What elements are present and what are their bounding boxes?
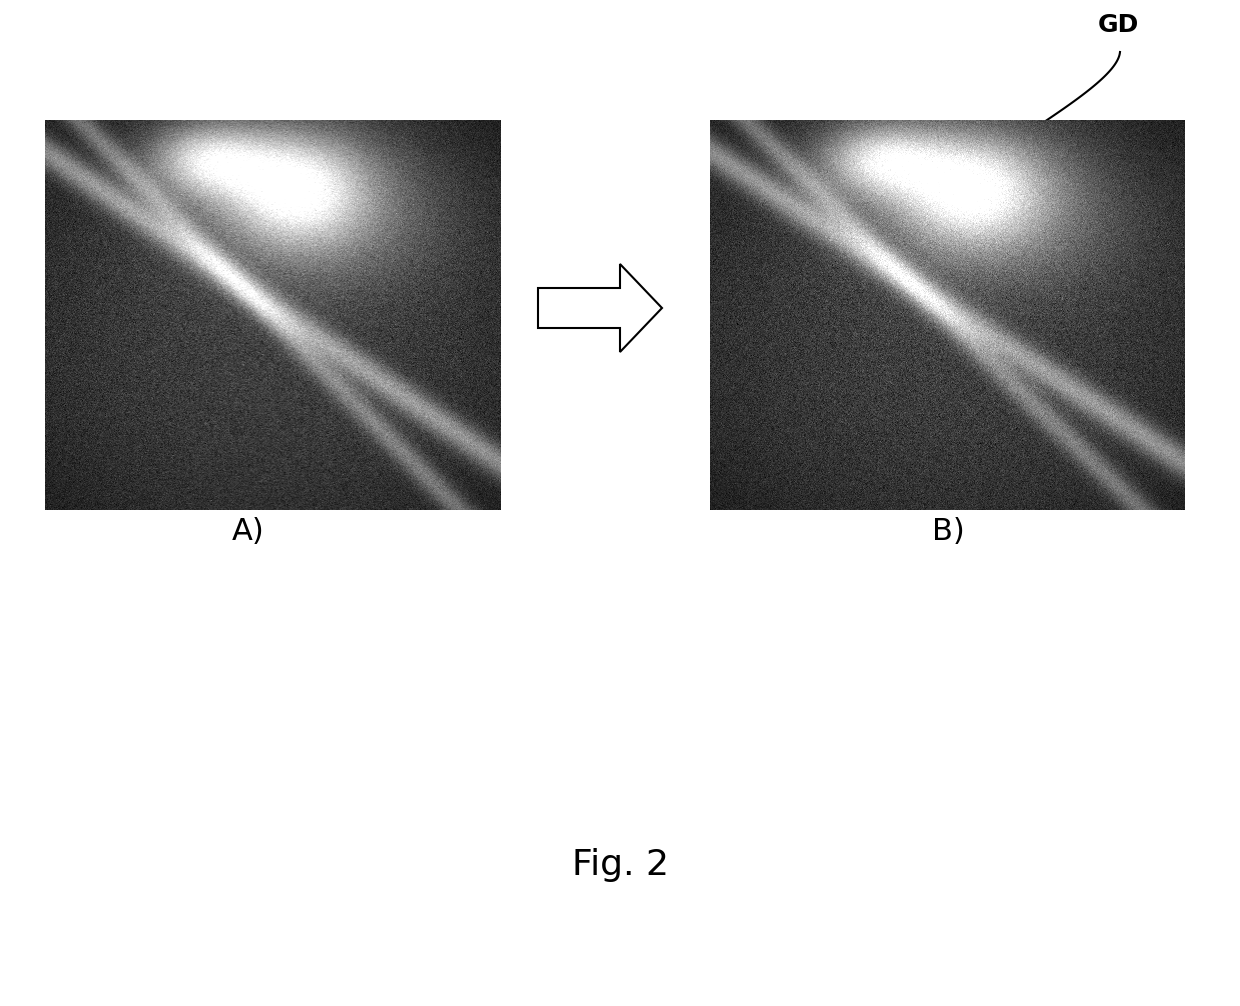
Text: Fig. 2: Fig. 2 xyxy=(572,848,668,882)
Text: Q₂: Q₂ xyxy=(800,393,826,412)
Text: p₂: p₂ xyxy=(78,373,99,392)
Text: Q₁: Q₁ xyxy=(737,283,763,302)
Text: p₂: p₂ xyxy=(232,286,250,304)
Text: B): B) xyxy=(931,517,965,546)
Text: p₁: p₁ xyxy=(82,220,104,239)
Text: A): A) xyxy=(232,517,264,546)
Text: GD: GD xyxy=(1097,13,1140,37)
Text: Q₃: Q₃ xyxy=(1016,301,1037,319)
Polygon shape xyxy=(538,264,662,352)
